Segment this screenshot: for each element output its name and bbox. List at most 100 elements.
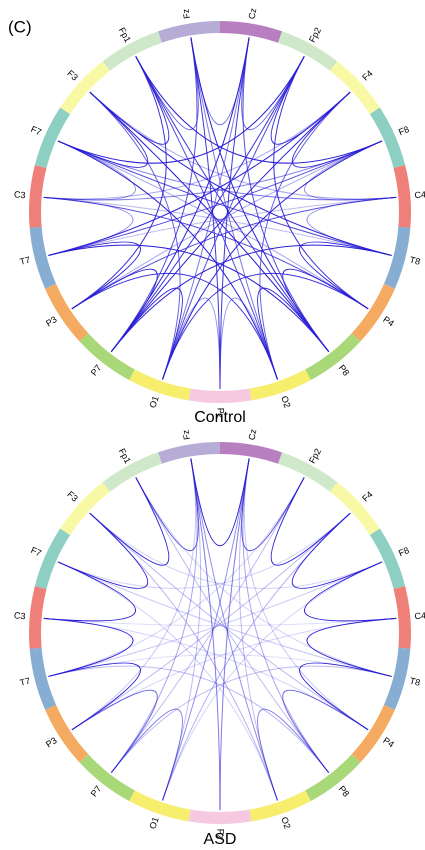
node-segment [220,442,283,464]
chord [135,458,199,551]
node-label: F8 [397,545,411,558]
node-segment [34,528,71,590]
node-label: Fp2 [307,26,323,44]
chord [48,91,351,256]
node-label: C3 [14,189,26,200]
chord [162,561,383,801]
node-segment [188,809,252,824]
panel-caption: Control [194,409,246,426]
chord [48,244,330,352]
node-label: T8 [409,676,422,688]
node-label: P7 [89,784,104,799]
chord [304,140,397,201]
chord [291,91,383,168]
chord [48,561,383,677]
chord [190,458,278,801]
node-label: Cz [247,7,259,20]
chord [71,140,383,310]
panel-label: (C) [8,17,32,36]
node-label: T7 [19,676,32,688]
chord [89,512,278,801]
chord [299,241,392,310]
node-segment [79,754,135,801]
node-segment [278,452,338,492]
node-label: C4 [414,189,425,200]
node-segment [45,283,89,342]
chord [110,37,198,352]
chord [43,617,134,677]
chord [48,241,141,310]
chord-diagram: Fz Cz Fp2 F4 F8 C4 T8 P4 P8 O2 Pz O1 P7 P3 T7 C3 F7 F3 Fp1… [14,7,425,426]
chord [57,561,278,801]
chord [162,37,250,380]
chord [43,196,134,256]
node-segment [129,790,191,822]
chord [257,287,330,380]
node-segment [60,482,111,536]
chord [43,140,136,201]
node-label: F3 [65,489,80,503]
node-label: P8 [337,363,352,378]
node-segment [383,647,411,710]
node-segment [249,790,311,822]
chord [162,140,383,380]
chord [71,458,197,731]
node-label: F3 [65,68,80,82]
chord [89,91,397,200]
node-segment [102,452,162,492]
node-segment [369,528,406,590]
node-segment [188,388,252,404]
node-label: P4 [381,314,396,328]
node-segment [220,21,283,43]
node-segment [393,586,411,649]
chord [242,458,330,773]
chord [89,56,170,145]
panel-caption: ASD [204,831,237,848]
node-segment [157,21,220,43]
chord [259,91,351,380]
node-label: P7 [89,363,104,378]
chord [299,662,392,731]
chord [57,91,149,168]
chord [190,37,250,126]
chord [241,458,305,551]
node-label: Fp2 [307,447,323,465]
chord [242,37,330,352]
node-segment [278,31,338,71]
chord [110,458,198,773]
chord [43,617,397,627]
node-label: Fp1 [117,447,133,465]
chord [71,272,278,380]
chord [219,297,278,390]
node-label: O2 [279,395,292,410]
node-segment [79,333,135,380]
chord [48,140,383,256]
chord [241,37,305,130]
chord [135,37,199,130]
node-segment [329,61,380,115]
chord [135,477,330,773]
chord [57,140,369,310]
node-label: P4 [381,735,396,749]
chord [71,196,397,310]
chord [71,689,158,773]
node-label: O2 [279,816,292,831]
chord [43,561,136,622]
node-segment [369,107,406,169]
node-label: Pz [216,829,226,840]
node-segment [129,369,191,401]
chord [48,654,392,677]
chord [48,665,330,773]
chord [89,512,369,731]
chord [243,458,369,731]
node-label: Cz [247,428,259,441]
node-label: P8 [337,784,352,799]
node-label: F7 [29,124,43,137]
chord [48,196,397,256]
node-label: C3 [14,610,26,621]
chord [71,617,397,731]
node-segment [305,333,361,380]
chord [89,477,170,566]
chord-diagram: Fz Cz Fp2 F4 F8 C4 T8 P4 P8 O2 Pz O1 P7 P3 T7 C3 F7 F3 Fp1… [14,428,425,848]
